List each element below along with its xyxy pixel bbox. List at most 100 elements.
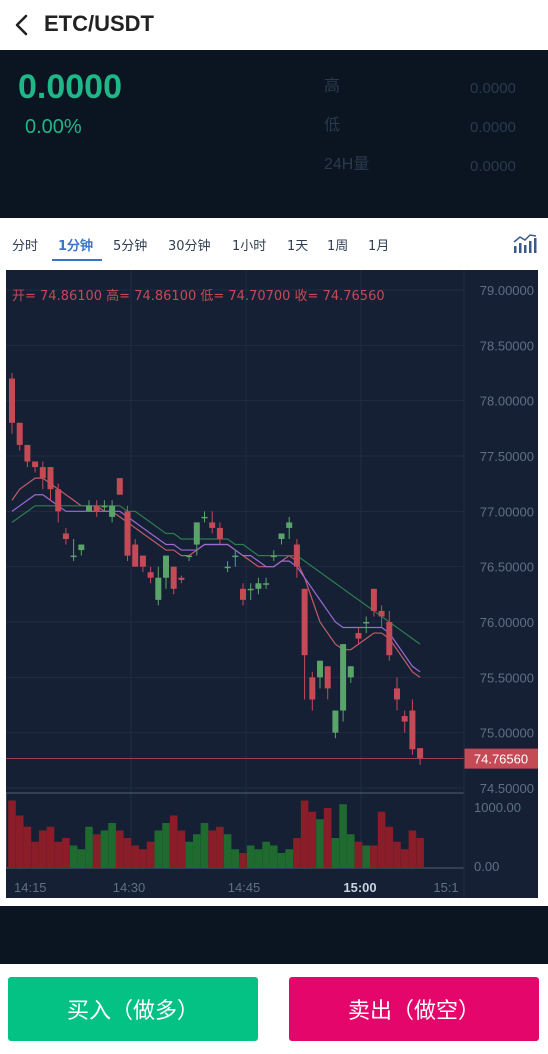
stat-label-volume: 24H量	[324, 156, 370, 173]
volume-bar	[277, 853, 286, 868]
volume-bar	[408, 830, 417, 868]
candle-body	[340, 644, 347, 711]
volume-bar	[185, 841, 193, 868]
current-price: 0.0000	[18, 68, 122, 106]
ticker-panel: 0.0000 0.00% 高 0.0000 低 0.0000 24H量 0.00…	[0, 50, 548, 218]
candle-body	[370, 588, 377, 611]
sell-short-button[interactable]: 卖出（做空）	[289, 977, 539, 1041]
kline-chart[interactable]: 79.00000 78.50000 78.00000 77.50000 77.00000…	[6, 270, 538, 898]
price-change-percent: 0.00%	[25, 116, 82, 138]
candle-body	[32, 461, 39, 468]
indicator-chart-icon[interactable]	[512, 232, 538, 254]
volume-bar	[31, 841, 39, 868]
volume-bar	[139, 849, 147, 868]
candle-body	[86, 505, 92, 512]
candle-body	[39, 467, 46, 479]
volume-bar	[62, 838, 70, 868]
volume-bar	[69, 845, 78, 868]
candle-body	[417, 748, 424, 759]
candle-body	[193, 522, 200, 545]
candle-body	[16, 422, 23, 445]
volume-bar	[216, 826, 224, 868]
stat-value-volume: 0.0000	[470, 158, 516, 175]
lower-dark-panel	[0, 906, 548, 964]
volume-bar	[416, 838, 424, 868]
candle-body	[378, 610, 385, 617]
candle-body	[170, 566, 177, 589]
stat-value-high: 0.0000	[470, 80, 516, 97]
candle-body	[163, 555, 169, 578]
ma-line	[11, 505, 421, 645]
volume-bar	[347, 834, 355, 868]
tab-30min[interactable]: 30分钟	[168, 239, 211, 254]
time-tick-label: 15:1	[433, 880, 458, 895]
candle-body	[70, 555, 77, 558]
volume-bar	[23, 826, 32, 868]
volume-bar	[162, 823, 170, 868]
volume-bar	[354, 841, 363, 868]
header-bar: ETC/USDT	[0, 0, 548, 50]
candle-body	[386, 622, 393, 656]
candle-body	[263, 583, 270, 585]
volume-bar	[116, 830, 124, 868]
volume-bar	[46, 826, 55, 868]
candle-body	[116, 478, 123, 495]
volume-bar	[200, 823, 209, 868]
kline-svg: 79.00000 78.50000 78.00000 77.50000 77.00000…	[6, 270, 538, 898]
interval-tabs: 分时 1分钟 5分钟 30分钟 1小时 1天 1周 1月	[0, 218, 548, 268]
candle-body	[324, 666, 331, 689]
candle-body	[224, 566, 231, 569]
ma-line	[11, 477, 421, 678]
volume-bar	[339, 804, 347, 868]
candle-body	[186, 555, 193, 558]
stat-label-low: 低	[324, 117, 341, 134]
candle-body	[147, 572, 154, 578]
candle-body	[132, 544, 139, 567]
candle-body	[124, 511, 131, 556]
tab-timeshare[interactable]: 分时	[12, 239, 39, 254]
volume-bar	[293, 838, 301, 868]
volume-bar	[8, 800, 16, 868]
volume-bar	[131, 845, 139, 868]
tab-5min[interactable]: 5分钟	[113, 239, 148, 254]
back-button[interactable]	[6, 8, 38, 42]
candle-body	[317, 660, 323, 678]
tab-1month[interactable]: 1月	[368, 239, 390, 254]
candle-body	[109, 505, 116, 517]
volume-bar	[262, 841, 270, 868]
buy-long-button[interactable]: 买入（做多）	[8, 977, 258, 1041]
volume-bar	[377, 811, 386, 868]
time-tick-label: 14:15	[14, 880, 47, 895]
volume-bar	[15, 815, 24, 868]
ohlc-readout: 开= 74.86100 高= 74.86100 低= 74.70700 收= 7…	[12, 288, 385, 304]
volume-bar	[154, 830, 163, 868]
price-tick-label: 77.50000	[480, 449, 534, 464]
volume-bar	[270, 845, 278, 868]
candle-body	[62, 533, 69, 539]
price-tick-label: 74.50000	[480, 781, 534, 796]
volume-bar	[370, 845, 378, 868]
tab-1week[interactable]: 1周	[327, 239, 349, 254]
candle-body	[355, 633, 362, 639]
tab-1min[interactable]: 1分钟	[58, 239, 94, 254]
candle-body	[255, 583, 262, 589]
price-tick-label: 78.50000	[480, 338, 534, 353]
chevron-left-icon	[15, 14, 28, 36]
volume-bar	[208, 830, 216, 868]
price-tick-label: 79.00000	[480, 283, 534, 298]
candle-body	[24, 444, 31, 462]
candle-body	[155, 577, 162, 600]
candle-body	[332, 710, 339, 733]
volume-bar	[146, 841, 155, 868]
last-price-label: 74.76560	[474, 752, 528, 767]
stat-value-low: 0.0000	[470, 119, 516, 136]
tab-1hour[interactable]: 1小时	[232, 239, 267, 254]
volume-bar	[323, 808, 332, 868]
candle-body	[55, 489, 62, 512]
tab-1day[interactable]: 1天	[287, 239, 309, 254]
volume-bar	[308, 811, 317, 868]
volume-tick-label: 0.00	[474, 859, 499, 874]
candle-body	[240, 588, 246, 600]
candle-body	[9, 378, 15, 423]
candle-body	[209, 522, 216, 528]
